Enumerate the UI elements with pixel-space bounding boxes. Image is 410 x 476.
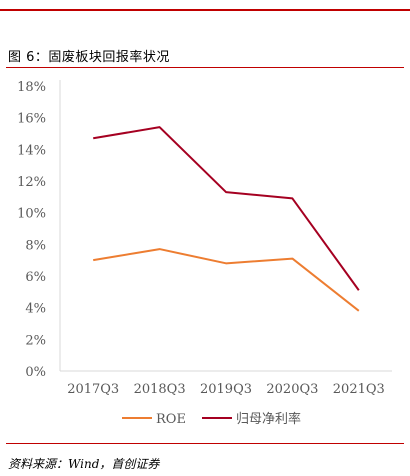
- line-chart: 0% 2% 4% 6% 8% 10% 12% 14% 16% 18% 2017Q3 2018Q3 20…: [17, 80, 392, 427]
- y-tick-label: 0%: [25, 365, 46, 380]
- figure-title: 图 6：固废板块回报率状况: [8, 50, 170, 65]
- footer-rule: [6, 443, 404, 444]
- title-rule: [6, 67, 404, 68]
- x-tick-label: 2020Q3: [266, 382, 318, 397]
- y-tick-label: 4%: [25, 302, 46, 317]
- x-tick-label: 2021Q3: [333, 382, 385, 397]
- y-tick-label: 14%: [17, 143, 46, 158]
- legend-label: ROE: [156, 412, 186, 427]
- y-tick-label: 8%: [25, 238, 46, 253]
- y-tick-label: 6%: [25, 270, 46, 285]
- series-line: [93, 126, 360, 291]
- header-rule: [0, 9, 410, 11]
- y-tick-label: 16%: [17, 112, 46, 127]
- y-tick-label: 12%: [17, 175, 46, 190]
- x-tick-label: 2018Q3: [134, 382, 186, 397]
- chart-container: 0% 2% 4% 6% 8% 10% 12% 14% 16% 18% 2017Q3 2018Q3 20…: [0, 68, 410, 440]
- x-tick-label: 2017Q3: [67, 382, 119, 397]
- y-tick-label: 18%: [17, 80, 46, 95]
- series-line: [93, 248, 360, 312]
- header-bar: [0, 0, 410, 20]
- y-tick-label: 2%: [25, 333, 46, 348]
- x-tick-label: 2019Q3: [200, 382, 252, 397]
- y-tick-label: 10%: [17, 207, 46, 222]
- legend-label: 归母净利率: [236, 411, 301, 427]
- source-note: 资料来源：Wind，首创证券: [8, 457, 160, 471]
